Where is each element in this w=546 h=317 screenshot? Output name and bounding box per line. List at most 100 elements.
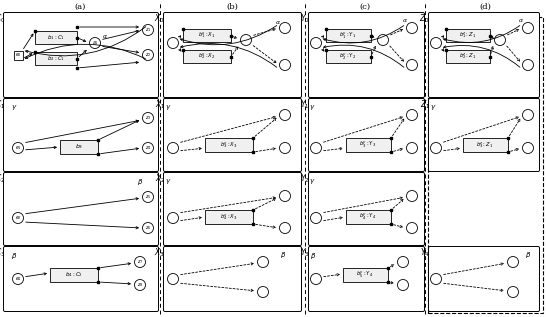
Bar — [446, 29, 490, 42]
FancyBboxPatch shape — [163, 99, 301, 171]
Bar — [183, 29, 231, 42]
Circle shape — [143, 143, 153, 153]
Circle shape — [311, 37, 322, 49]
Text: $X_0$: $X_0$ — [155, 13, 165, 25]
Circle shape — [280, 223, 290, 234]
Text: $e_4$: $e_4$ — [15, 275, 21, 283]
Bar — [35, 31, 77, 44]
Text: $z_5$: $z_5$ — [145, 193, 151, 201]
Bar — [343, 268, 388, 282]
Circle shape — [430, 274, 442, 284]
Text: $\gamma$: $\gamma$ — [309, 178, 315, 186]
Text: $\beta$: $\beta$ — [310, 251, 316, 261]
Text: $\gamma$: $\gamma$ — [309, 103, 315, 113]
Bar — [183, 50, 231, 63]
Circle shape — [168, 212, 179, 223]
Text: $X_3$: $X_3$ — [155, 247, 165, 259]
Bar — [463, 138, 508, 152]
Circle shape — [523, 23, 533, 34]
Text: $Z_1$: $Z_1$ — [420, 99, 430, 111]
Text: $C_0$: $C_0$ — [0, 13, 5, 25]
Circle shape — [407, 60, 418, 70]
Circle shape — [90, 37, 100, 49]
Circle shape — [168, 274, 179, 284]
FancyBboxPatch shape — [308, 247, 424, 312]
Text: $b_5^y{:}Y_4$: $b_5^y{:}Y_4$ — [357, 270, 373, 280]
FancyBboxPatch shape — [429, 247, 539, 312]
Circle shape — [311, 212, 322, 223]
Text: $Y_3$: $Y_3$ — [300, 247, 310, 259]
Text: $b_1^y{:}Y_1$: $b_1^y{:}Y_1$ — [340, 30, 357, 41]
Text: $Y_2$: $Y_2$ — [300, 173, 310, 185]
Circle shape — [495, 35, 506, 46]
Circle shape — [13, 212, 23, 223]
Text: $Y_1$: $Y_1$ — [300, 99, 310, 111]
Text: $Y_0$: $Y_0$ — [300, 13, 310, 25]
Text: $b_1^x{:}X_1$: $b_1^x{:}X_1$ — [198, 31, 216, 40]
Text: $\beta$: $\beta$ — [11, 251, 17, 261]
Text: $b_4{:}C_2$: $b_4{:}C_2$ — [65, 270, 83, 280]
Circle shape — [13, 143, 23, 153]
Text: $z_2$: $z_2$ — [145, 51, 151, 59]
Text: $\alpha$: $\alpha$ — [275, 18, 281, 25]
Circle shape — [430, 143, 442, 153]
FancyBboxPatch shape — [163, 12, 301, 98]
FancyBboxPatch shape — [429, 12, 539, 98]
Text: $e_0$: $e_0$ — [15, 51, 21, 59]
Circle shape — [280, 23, 290, 34]
Bar — [446, 50, 490, 63]
Bar — [346, 210, 391, 224]
Text: (a): (a) — [74, 3, 86, 11]
Circle shape — [168, 143, 179, 153]
Bar — [326, 29, 371, 42]
Circle shape — [523, 60, 533, 70]
Circle shape — [311, 274, 322, 284]
Text: $\alpha$: $\alpha$ — [518, 17, 524, 24]
Text: $b_2^z{:}Z_1$: $b_2^z{:}Z_1$ — [459, 52, 477, 61]
Bar — [428, 17, 543, 313]
FancyBboxPatch shape — [308, 172, 424, 245]
FancyBboxPatch shape — [3, 99, 158, 171]
Text: $b_4^x{:}X_3$: $b_4^x{:}X_3$ — [220, 212, 238, 222]
Text: $\gamma$: $\gamma$ — [430, 103, 436, 113]
Text: $z_7$: $z_7$ — [137, 258, 143, 266]
Circle shape — [397, 280, 408, 290]
Text: $\alpha$: $\alpha$ — [102, 33, 108, 40]
Text: $\gamma$: $\gamma$ — [165, 103, 171, 113]
Circle shape — [377, 35, 389, 46]
Text: $e_2$: $e_2$ — [15, 214, 21, 222]
FancyBboxPatch shape — [3, 172, 158, 245]
Bar — [326, 50, 371, 63]
Text: (d): (d) — [479, 3, 491, 11]
Text: $z_1$: $z_1$ — [145, 26, 151, 34]
Circle shape — [407, 109, 418, 120]
Text: $b_3^z{:}Z_1$: $b_3^z{:}Z_1$ — [476, 140, 494, 150]
Circle shape — [280, 143, 290, 153]
Bar — [60, 140, 98, 154]
Text: $b_4^y{:}Y_4$: $b_4^y{:}Y_4$ — [359, 212, 377, 222]
Text: $\beta$: $\beta$ — [137, 177, 143, 187]
Circle shape — [143, 113, 153, 124]
FancyBboxPatch shape — [3, 247, 158, 312]
Circle shape — [240, 35, 252, 46]
Text: (c): (c) — [359, 3, 371, 11]
FancyBboxPatch shape — [308, 12, 424, 98]
Text: $z_6$: $z_6$ — [145, 224, 151, 232]
Circle shape — [143, 191, 153, 203]
Bar — [205, 210, 253, 224]
Text: $z_3$: $z_3$ — [145, 114, 151, 122]
Bar — [50, 268, 98, 282]
Circle shape — [168, 37, 179, 49]
Bar — [35, 52, 77, 65]
Text: $b_2{:}C_1$: $b_2{:}C_1$ — [47, 54, 65, 63]
Text: (b): (b) — [226, 3, 238, 11]
FancyBboxPatch shape — [308, 99, 424, 171]
Circle shape — [430, 37, 442, 49]
FancyBboxPatch shape — [163, 172, 301, 245]
Text: $b_1{:}C_1$: $b_1{:}C_1$ — [47, 33, 65, 42]
Circle shape — [507, 287, 519, 297]
Circle shape — [311, 143, 322, 153]
Text: $\gamma$: $\gamma$ — [165, 178, 171, 186]
Text: $C_1$: $C_1$ — [0, 99, 5, 111]
Text: $Y_4$: $Y_4$ — [420, 247, 430, 259]
